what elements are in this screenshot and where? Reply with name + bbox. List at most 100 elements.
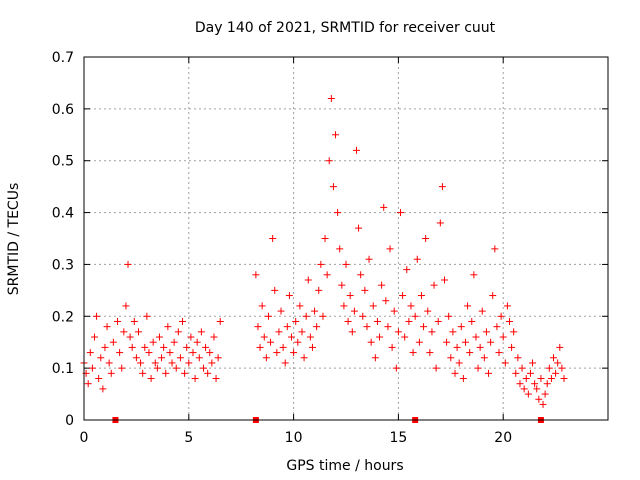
data-point — [531, 380, 539, 388]
data-point — [436, 219, 444, 227]
data-point — [361, 286, 369, 294]
data-point — [547, 375, 555, 383]
data-point — [160, 343, 168, 351]
data-point — [292, 317, 300, 325]
data-point — [185, 359, 193, 367]
data-point — [470, 271, 478, 279]
data-point — [315, 286, 323, 294]
data-point — [344, 317, 352, 325]
x-axis-label: GPS time / hours — [286, 458, 403, 474]
data-point — [107, 369, 115, 377]
data-point — [392, 364, 400, 372]
data-point — [518, 364, 526, 372]
data-point — [407, 302, 415, 310]
plot-frame — [83, 56, 609, 421]
data-point — [288, 333, 296, 341]
data-point — [93, 312, 101, 320]
data-point — [424, 307, 432, 315]
tick-layer: 0 0.1 0.2 0.3 0.4 0.5 0.6 0.7 0 5 10 15 20 — [52, 50, 608, 446]
data-point — [355, 224, 363, 232]
data-point — [401, 333, 409, 341]
data-point — [451, 369, 459, 377]
data-point — [493, 323, 501, 331]
data-point — [206, 349, 214, 357]
data-point — [426, 349, 434, 357]
data-point — [352, 146, 360, 154]
data-point — [258, 302, 266, 310]
data-point — [390, 307, 398, 315]
data-point — [441, 276, 449, 284]
data-point — [105, 359, 113, 367]
data-point — [346, 292, 354, 300]
data-point — [153, 364, 161, 372]
data-point — [176, 354, 184, 362]
data-point — [367, 338, 375, 346]
data-point — [468, 317, 476, 325]
data-point — [545, 364, 553, 372]
data-point — [166, 349, 174, 357]
data-point — [411, 312, 419, 320]
data-point — [428, 328, 436, 336]
data-point — [348, 328, 356, 336]
data-point — [537, 375, 545, 383]
data-point — [510, 328, 518, 336]
data-point — [422, 235, 430, 242]
y-tick-label: 0.5 — [52, 154, 74, 170]
data-points-layer — [80, 94, 568, 408]
data-point — [264, 312, 272, 320]
data-point — [376, 333, 384, 341]
data-point — [116, 349, 124, 357]
data-point — [183, 343, 191, 351]
y-tick-label: 0 — [65, 413, 74, 429]
data-point — [155, 333, 163, 341]
chart-title: Day 140 of 2021, SRMTID for receiver cuu… — [195, 20, 496, 36]
data-point — [143, 312, 151, 320]
data-point — [302, 312, 310, 320]
data-point — [382, 297, 390, 305]
data-point — [210, 333, 218, 341]
data-point — [311, 307, 319, 315]
data-point — [308, 343, 316, 351]
data-point — [256, 343, 264, 351]
data-point — [86, 349, 94, 357]
data-point — [298, 328, 306, 336]
data-point — [455, 359, 463, 367]
data-point — [403, 266, 411, 274]
data-point — [373, 317, 381, 325]
data-point — [285, 292, 293, 300]
data-point — [151, 359, 159, 367]
data-point — [413, 255, 421, 263]
data-point — [543, 380, 551, 388]
data-point — [535, 395, 543, 403]
y-axis-label: SRMTID / TECUs — [6, 183, 22, 296]
data-point — [99, 385, 107, 393]
data-point — [300, 354, 308, 362]
data-point — [323, 271, 331, 279]
data-point — [130, 317, 138, 325]
data-point — [489, 292, 497, 300]
data-point — [216, 317, 224, 325]
data-point — [197, 328, 205, 336]
data-point — [103, 323, 111, 331]
data-point — [170, 338, 178, 346]
data-point — [327, 94, 335, 102]
data-point — [273, 349, 281, 357]
data-point — [132, 354, 140, 362]
data-point — [149, 338, 157, 346]
data-point — [325, 157, 333, 165]
data-point — [214, 354, 222, 362]
data-point — [262, 354, 270, 362]
data-point — [334, 209, 342, 217]
data-point — [97, 354, 105, 362]
data-point — [88, 364, 96, 372]
data-point — [313, 323, 321, 331]
data-point — [459, 375, 467, 383]
data-point — [420, 323, 428, 331]
data-point — [508, 343, 516, 351]
data-point — [147, 375, 155, 383]
data-point — [394, 328, 402, 336]
data-point — [118, 364, 126, 372]
data-point — [199, 364, 207, 372]
data-point — [524, 390, 532, 398]
